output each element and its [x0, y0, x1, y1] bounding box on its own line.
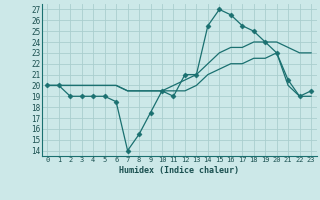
X-axis label: Humidex (Indice chaleur): Humidex (Indice chaleur)	[119, 166, 239, 175]
